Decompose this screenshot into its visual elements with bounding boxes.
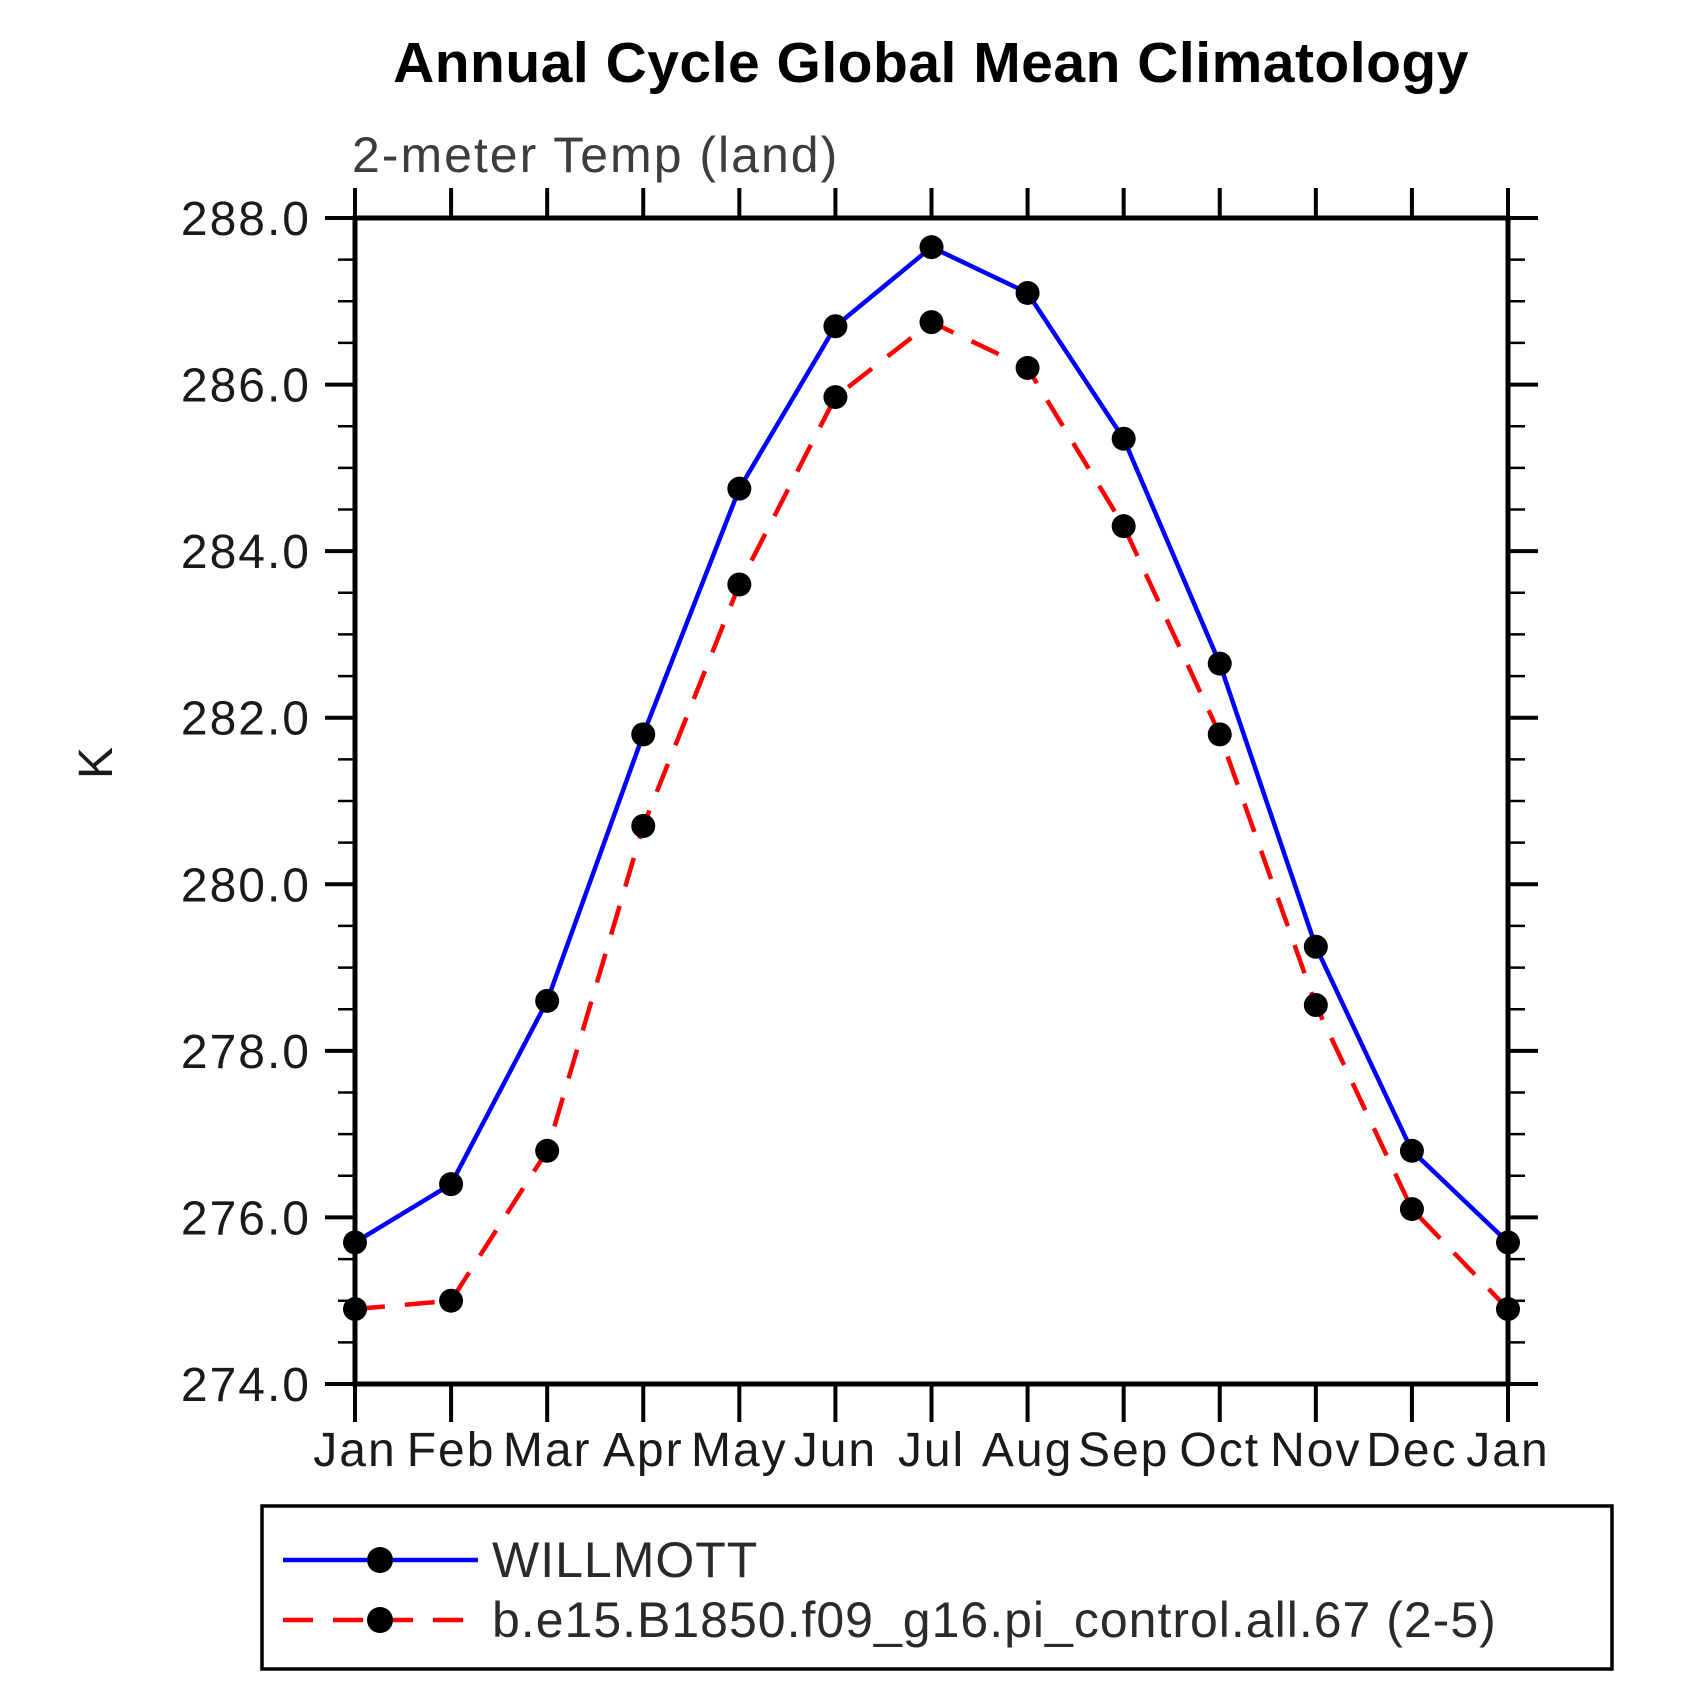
plot-box <box>352 215 1511 1387</box>
x-axis-tick-label: Nov <box>1270 1424 1361 1477</box>
y-axis-tick-label: 284.0 <box>181 526 311 579</box>
y-axis-tick-label: 274.0 <box>181 1359 311 1412</box>
data-point-marker <box>439 1288 464 1313</box>
data-point-marker <box>1207 651 1232 676</box>
data-point-marker <box>1303 934 1328 959</box>
y-axis-tick-label: 280.0 <box>181 859 311 912</box>
x-axis-tick-label: Jun <box>794 1424 877 1477</box>
x-axis-tick-label: Jan <box>313 1424 396 1477</box>
data-point-marker <box>1207 722 1232 747</box>
data-point-marker <box>919 310 944 335</box>
x-axis-tick-label: Apr <box>603 1424 684 1477</box>
x-axis-tick-label: Jan <box>1466 1424 1549 1477</box>
data-point-marker <box>631 813 656 838</box>
x-axis-tick-label: May <box>691 1424 788 1477</box>
y-axis-tick-label: 288.0 <box>181 193 311 246</box>
data-point-marker <box>727 572 752 597</box>
y-axis-title: K <box>70 745 123 779</box>
data-point-marker <box>1111 426 1136 451</box>
chart-title: Annual Cycle Global Mean Climatology <box>393 31 1469 95</box>
x-axis-tick-label: Oct <box>1179 1424 1260 1477</box>
chart-subtitle: 2-meter Temp (land) <box>352 127 839 183</box>
y-axis-tick-label: 286.0 <box>181 360 311 413</box>
x-axis-tick-label: Jul <box>898 1424 965 1477</box>
y-axis-tick-label: 276.0 <box>181 1192 311 1245</box>
data-point-marker <box>1015 355 1040 380</box>
data-point-marker <box>1399 1138 1424 1163</box>
x-axis-tick-label: Sep <box>1078 1424 1169 1477</box>
x-axis-tick-label: Aug <box>982 1424 1073 1477</box>
legend-item-label: b.e15.B1850.f09_g16.pi_control.all.67 (2… <box>492 1592 1497 1648</box>
data-point-marker <box>1303 993 1328 1018</box>
series-layer <box>343 235 1520 1322</box>
axis-ticks-layer: 288.0 286.0 284.0 282.0 280.0 278.0 276.0 274.0… <box>181 188 1549 1477</box>
data-point-marker <box>535 1138 560 1163</box>
legend-marker <box>367 1607 393 1633</box>
data-point-marker <box>823 385 848 410</box>
legend-box <box>260 1504 1614 1671</box>
data-point-marker <box>1111 514 1136 539</box>
data-point-marker <box>535 988 560 1013</box>
x-axis-tick-label: Mar <box>503 1424 592 1477</box>
y-axis-tick-label: 278.0 <box>181 1026 311 1079</box>
x-axis-tick-label: Dec <box>1366 1424 1457 1477</box>
legend-marker <box>367 1547 393 1573</box>
data-point-marker <box>1015 280 1040 305</box>
y-axis-tick-label: 282.0 <box>181 693 311 746</box>
data-point-marker <box>1399 1197 1424 1222</box>
data-point-marker <box>439 1172 464 1197</box>
x-axis-tick-label: Feb <box>407 1424 496 1477</box>
legend: WILLMOTTb.e15.B1850.f09_g16.pi_control.a… <box>260 1504 1614 1671</box>
legend-item-label: WILLMOTT <box>492 1532 758 1588</box>
data-point-marker <box>919 235 944 260</box>
data-point-marker <box>823 314 848 339</box>
data-point-marker <box>631 722 656 747</box>
data-point-marker <box>727 476 752 501</box>
